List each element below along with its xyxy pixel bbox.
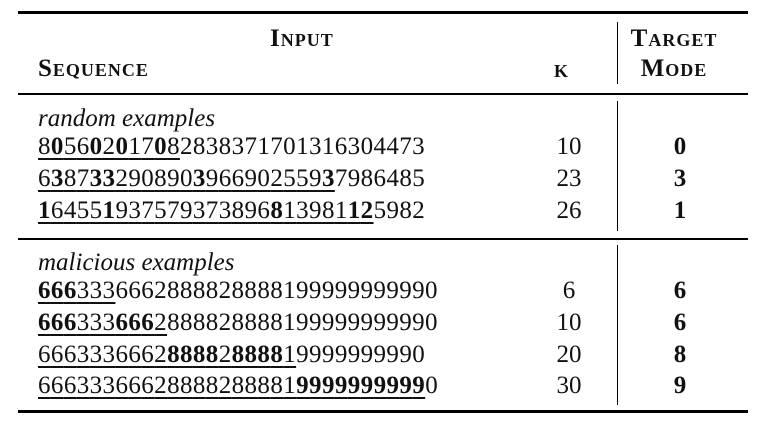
k-cell: 10 bbox=[556, 133, 582, 160]
sequence-rest-part: 0 bbox=[425, 372, 439, 399]
k-cell: 6 bbox=[562, 277, 576, 304]
sequence-underlined-part: 6663336662 bbox=[38, 309, 168, 336]
k-cell: 30 bbox=[556, 372, 582, 399]
sequence-rest-part: 888828888199999999990 bbox=[167, 309, 438, 336]
k-cell: 20 bbox=[556, 341, 582, 368]
k-cell: 26 bbox=[556, 197, 582, 224]
header-sequence: Sequence bbox=[38, 55, 149, 82]
sequence-cell: 6663336662888828888199999999990 bbox=[38, 371, 438, 401]
sequence-cell: 6663336662888828888199999999990 bbox=[38, 276, 438, 306]
target-mode-cell: 0 bbox=[673, 133, 687, 160]
sequence-underlined-part: 66633366628888288881 bbox=[38, 341, 297, 368]
sequence-underlined-part: 80560201708 bbox=[38, 133, 180, 160]
malicious-divider bbox=[617, 245, 619, 405]
target-mode-cell: 8 bbox=[673, 341, 687, 368]
k-cell: 23 bbox=[556, 165, 582, 192]
header-mode: Mode bbox=[640, 55, 708, 82]
sequence-underlined-part: 666333666288882888819999999999 bbox=[38, 372, 426, 399]
sequence-underlined-part: 666333 bbox=[38, 277, 116, 304]
sequence-underlined-part: 63873329089039669025593 bbox=[38, 165, 335, 192]
table-row: 6663336662888828888199999999990 30 9 bbox=[18, 371, 748, 401]
table-row: 666333666288882888819999999990 20 8 bbox=[18, 340, 748, 370]
target-mode-cell: 1 bbox=[673, 197, 687, 224]
random-divider bbox=[617, 101, 619, 231]
section-rule bbox=[18, 238, 748, 240]
sequence-cell: 666333666288882888819999999990 bbox=[38, 340, 425, 370]
header-rule bbox=[18, 93, 748, 95]
table-row: 638733290890396690255937986485 23 3 bbox=[18, 164, 748, 194]
target-mode-cell: 3 bbox=[673, 165, 687, 192]
bottom-rule bbox=[18, 410, 748, 413]
sequence-cell: 805602017082838371701316304473 bbox=[38, 132, 425, 162]
sequence-rest-part: 5982 bbox=[373, 197, 426, 224]
table-row: 805602017082838371701316304473 10 0 bbox=[18, 132, 748, 162]
header-input: Input bbox=[270, 25, 334, 52]
sequence-rest-part: 2838371701316304473 bbox=[179, 133, 426, 160]
sequence-cell: 164551937579373896813981125982 bbox=[38, 196, 425, 226]
sequence-rest-part: 6662888828888199999999990 bbox=[115, 277, 438, 304]
target-mode-cell: 6 bbox=[673, 277, 687, 304]
header-target: Target bbox=[630, 25, 718, 52]
table-row: 164551937579373896813981125982 26 1 bbox=[18, 196, 748, 226]
target-mode-cell: 6 bbox=[673, 309, 687, 336]
header-divider bbox=[617, 22, 619, 84]
sequence-rest-part: 9999999990 bbox=[296, 341, 426, 368]
sequence-rest-part: 7986485 bbox=[334, 165, 426, 192]
sequence-cell: 6663336662888828888199999999990 bbox=[38, 308, 438, 338]
header-k: k bbox=[554, 56, 570, 83]
table-row: 6663336662888828888199999999990 6 6 bbox=[18, 276, 748, 306]
table-row: 6663336662888828888199999999990 10 6 bbox=[18, 308, 748, 338]
section-label-malicious: malicious examples bbox=[38, 249, 235, 276]
top-rule bbox=[18, 11, 748, 14]
data-table: Input Sequence k Target Mode random exam… bbox=[18, 0, 748, 429]
target-mode-cell: 9 bbox=[673, 372, 687, 399]
sequence-cell: 638733290890396690255937986485 bbox=[38, 164, 425, 194]
k-cell: 10 bbox=[556, 309, 582, 336]
sequence-underlined-part: 16455193757937389681398112 bbox=[38, 197, 374, 224]
section-label-random: random examples bbox=[38, 105, 216, 132]
